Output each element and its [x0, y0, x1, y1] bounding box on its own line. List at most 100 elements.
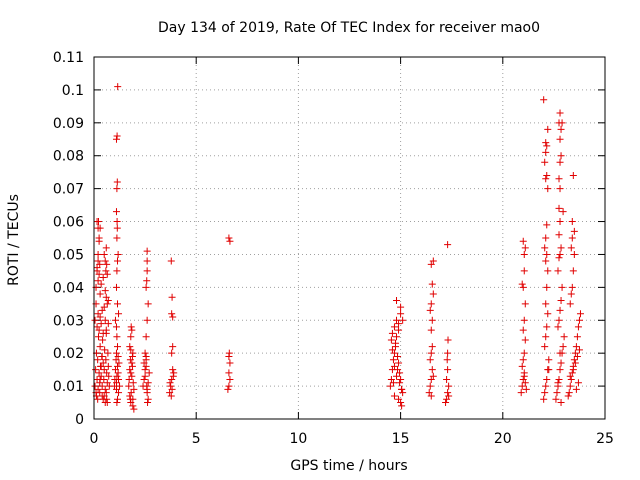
- data-point: [570, 356, 578, 364]
- data-point: [112, 283, 120, 291]
- data-point: [100, 250, 108, 258]
- data-point: [143, 277, 151, 285]
- data-point: [542, 148, 550, 156]
- data-point: [112, 349, 120, 357]
- data-point: [102, 267, 110, 275]
- data-point: [427, 300, 435, 308]
- data-points: [91, 83, 584, 413]
- data-point: [102, 326, 110, 334]
- data-point: [543, 283, 551, 291]
- data-point: [442, 399, 450, 407]
- plot-frame: [93, 56, 606, 420]
- grid-lines: [94, 57, 605, 419]
- data-point: [113, 185, 121, 193]
- data-point: [520, 267, 528, 275]
- data-point: [226, 376, 234, 384]
- x-tick-label: 15: [392, 431, 410, 447]
- data-point: [390, 392, 398, 400]
- data-point: [104, 320, 112, 328]
- data-point: [556, 250, 564, 258]
- data-point: [112, 323, 120, 331]
- data-point: [395, 326, 403, 334]
- data-point: [101, 257, 109, 265]
- data-point: [395, 320, 403, 328]
- tick-labels: 0 0.01 0.02 0.03 0.04 0.05 0.06 0.07 0.08 0.09 0.1…: [53, 50, 614, 447]
- data-point: [97, 320, 105, 328]
- data-point: [540, 96, 548, 104]
- data-point: [543, 376, 551, 384]
- data-point: [394, 366, 402, 374]
- data-point: [114, 300, 122, 308]
- data-point: [99, 273, 107, 281]
- x-tick-label: 10: [289, 431, 307, 447]
- data-point: [558, 283, 566, 291]
- data-point: [520, 250, 528, 258]
- data-point: [575, 316, 583, 324]
- data-point: [128, 372, 136, 380]
- data-point: [555, 376, 563, 384]
- y-tick-label: 0.1: [62, 83, 84, 99]
- data-point: [542, 139, 550, 147]
- data-point: [102, 356, 110, 364]
- data-point: [395, 359, 403, 367]
- data-point: [141, 366, 149, 374]
- data-point: [426, 306, 434, 314]
- data-point: [95, 326, 103, 334]
- data-point: [521, 300, 529, 308]
- data-point: [169, 343, 177, 351]
- data-point: [143, 267, 151, 275]
- data-point: [565, 389, 573, 397]
- data-point: [97, 362, 105, 370]
- data-point: [556, 306, 564, 314]
- data-point: [396, 379, 404, 387]
- data-point: [520, 316, 528, 324]
- y-tick-label: 0.08: [53, 149, 84, 165]
- data-point: [144, 399, 152, 407]
- data-point: [571, 359, 579, 367]
- x-axis-label: GPS time / hours: [290, 458, 407, 474]
- data-point: [573, 352, 581, 360]
- data-point: [556, 185, 564, 193]
- data-point: [426, 356, 434, 364]
- data-point: [126, 343, 134, 351]
- data-point: [388, 346, 396, 354]
- data-point: [103, 395, 111, 403]
- data-point: [113, 333, 121, 341]
- data-point: [116, 382, 124, 390]
- data-point: [393, 333, 401, 341]
- data-point: [541, 244, 549, 252]
- data-point: [574, 323, 582, 331]
- data-point: [566, 300, 574, 308]
- data-point: [567, 290, 575, 298]
- data-point: [114, 352, 122, 360]
- data-point: [556, 349, 564, 357]
- x-tick-label: 0: [90, 431, 99, 447]
- data-point: [427, 349, 435, 357]
- data-point: [444, 349, 452, 357]
- data-point: [397, 399, 405, 407]
- data-point: [143, 247, 151, 255]
- data-point: [91, 316, 99, 324]
- data-point: [557, 297, 565, 305]
- data-point: [573, 333, 581, 341]
- data-point: [112, 135, 120, 143]
- data-point: [140, 376, 148, 384]
- data-point: [114, 343, 122, 351]
- data-point: [114, 395, 122, 403]
- data-point: [100, 303, 108, 311]
- data-point: [519, 283, 527, 291]
- data-point: [145, 369, 153, 377]
- data-point: [557, 399, 565, 407]
- data-point: [113, 234, 121, 242]
- data-point: [103, 260, 111, 268]
- data-point: [94, 356, 102, 364]
- data-point: [443, 376, 451, 384]
- data-point: [127, 323, 135, 331]
- y-tick-label: 0.04: [53, 280, 84, 296]
- data-point: [555, 175, 563, 183]
- data-point: [394, 352, 402, 360]
- data-point: [94, 257, 102, 265]
- data-point: [555, 231, 563, 239]
- data-point: [113, 218, 121, 226]
- data-point: [386, 382, 394, 390]
